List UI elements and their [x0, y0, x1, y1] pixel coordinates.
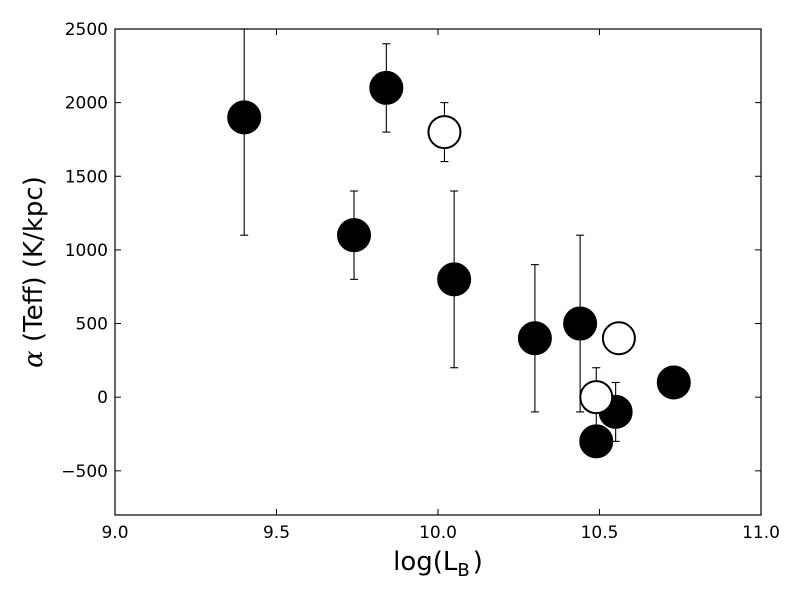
- y-axis-title-text: (Teff) (K/kpc): [19, 176, 49, 350]
- data-markers: [227, 70, 691, 459]
- filled-data-point: [517, 321, 552, 356]
- axis-ticks: [114, 28, 762, 515]
- x-tick-label: 11.0: [742, 523, 780, 543]
- filled-data-point: [227, 100, 262, 135]
- filled-data-point: [579, 424, 614, 459]
- filled-data-point: [437, 262, 472, 297]
- filled-data-point: [563, 306, 598, 341]
- x-tick-label: 10.0: [419, 523, 457, 543]
- open-data-point: [579, 380, 614, 415]
- x-axis-title: log(LB): [393, 547, 483, 581]
- filled-data-point: [656, 365, 691, 400]
- filled-data-point: [337, 218, 372, 253]
- x-tick-label: 10.5: [581, 523, 619, 543]
- y-tick-label: 1500: [65, 167, 108, 187]
- y-tick-label: 500: [76, 315, 108, 335]
- x-axis-title-subscript: B: [457, 560, 469, 581]
- open-data-point: [427, 115, 462, 150]
- y-tick-label: 1000: [65, 241, 108, 261]
- y-axis-title: α (Teff) (K/kpc): [19, 176, 49, 368]
- y-tick-label: 2500: [65, 20, 108, 40]
- x-axis-title-close: ): [473, 547, 483, 577]
- y-axis-title-symbol: α: [19, 350, 49, 368]
- y-tick-label: 2000: [65, 94, 108, 114]
- y-tick-label: 0: [97, 388, 108, 408]
- tick-labels: 9.0 9.5 10.0 10.5 11.0 −500 0 500 1000 1500 2000 25…: [61, 20, 780, 543]
- open-data-point: [601, 321, 636, 356]
- y-tick-label: −500: [61, 462, 108, 482]
- filled-data-point: [369, 70, 404, 105]
- x-tick-label: 9.0: [101, 523, 128, 543]
- x-axis-title-main: log(L: [393, 547, 458, 577]
- x-tick-label: 9.5: [263, 523, 290, 543]
